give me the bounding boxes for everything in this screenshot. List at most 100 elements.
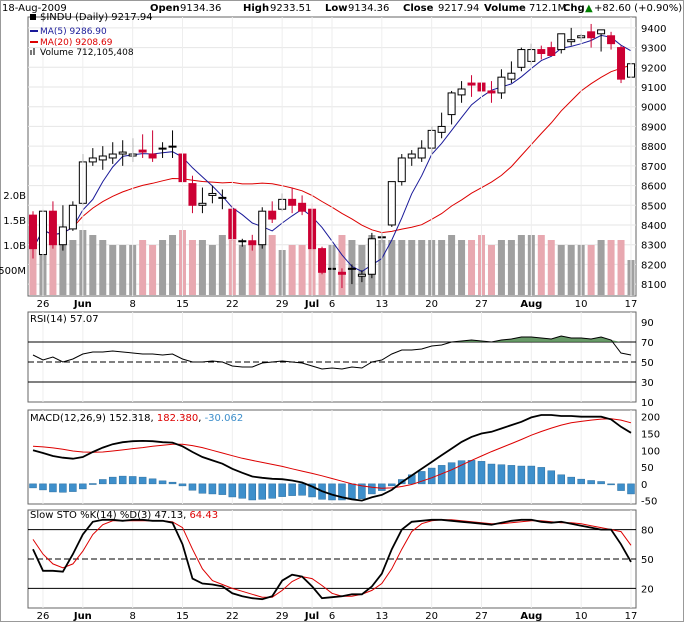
x-tick-label: 13 <box>375 299 388 310</box>
volume-bar <box>208 245 216 295</box>
chg-arrow-icon: ▲ <box>585 3 593 14</box>
x-tick-label: 15 <box>176 299 189 310</box>
x-tick-label-bottom: 15 <box>176 611 189 622</box>
macd-histogram-bar <box>258 483 266 500</box>
candle-body <box>347 267 356 270</box>
volume-bar <box>139 240 147 295</box>
volume-bar <box>49 240 57 295</box>
macd-histogram-bar <box>358 483 366 499</box>
macd-histogram-bar <box>378 483 386 491</box>
macd-histogram-bar <box>607 483 615 486</box>
macd-histogram-bar <box>457 460 466 485</box>
volume-label: Volume <box>484 3 526 14</box>
macd-histogram-bar <box>39 483 47 491</box>
x-tick-label: 20 <box>425 299 438 310</box>
candle-body <box>447 92 456 116</box>
legend-ma5: MA(5) 9286.90 <box>40 27 107 37</box>
macd-histogram-bar <box>338 483 346 501</box>
volume-y-tick: 1.0B <box>3 241 26 252</box>
volume-bar <box>338 235 346 295</box>
candle-body <box>108 153 117 159</box>
candle-body <box>208 192 217 196</box>
sto-y-tick: 20 <box>641 584 654 595</box>
volume-legend-icon <box>30 50 32 55</box>
x-tick-label: 22 <box>226 299 239 310</box>
volume-bar <box>198 240 206 295</box>
candle-body <box>397 157 406 183</box>
x-tick-label-bottom: 10 <box>575 611 588 622</box>
volume-bar <box>597 240 605 295</box>
macd-histogram-bar <box>627 483 635 495</box>
volume-bar <box>438 240 446 295</box>
volume-bar <box>607 240 615 295</box>
candle-body <box>168 145 177 148</box>
volume-bar <box>497 240 505 295</box>
candle-body <box>318 248 327 273</box>
macd-histogram-bar <box>49 483 57 493</box>
macd-y-tick: 100 <box>641 446 660 457</box>
volume-bar <box>547 240 555 295</box>
volume-bar <box>458 240 466 295</box>
macd-histogram-bar <box>477 461 486 485</box>
volume-bar <box>487 245 495 295</box>
sto-panel: 80 50 20 <box>28 518 654 601</box>
volume-bar <box>298 245 306 295</box>
volume-bar <box>268 235 276 295</box>
volume-bar <box>258 245 266 295</box>
candle-body <box>88 157 97 163</box>
volume-bar <box>537 235 545 295</box>
volume-bar <box>188 240 196 295</box>
close-value: 9217.94 <box>438 3 479 14</box>
macd-y-tick: 150 <box>641 430 660 441</box>
candle-body <box>29 214 37 250</box>
macd-histogram-bar <box>158 480 167 485</box>
candle-body <box>467 82 476 86</box>
macd-histogram-bar <box>198 483 207 494</box>
sto-y-tick: 80 <box>641 526 654 537</box>
sto-d-line <box>32 519 632 598</box>
candle-body <box>268 210 277 220</box>
volume-y-tick: 1.5B <box>3 216 26 227</box>
macd-histogram-bar <box>597 481 605 485</box>
x-tick-label-bottom: 29 <box>276 611 289 622</box>
x-tick-label-bottom: 27 <box>475 611 488 622</box>
volume-bar <box>89 235 97 295</box>
sto-k-line <box>32 518 632 601</box>
x-tick-label-bottom: 8 <box>129 611 135 622</box>
macd-histogram-bar <box>577 478 585 485</box>
x-tick-label-bottom: Jun <box>73 611 92 622</box>
x-tick-label-bottom: 20 <box>425 611 438 622</box>
macd-histogram-bar <box>118 475 127 485</box>
price-y-tick: 8400 <box>641 221 666 232</box>
volume-bar <box>99 240 107 295</box>
macd-histogram-bar <box>208 483 217 495</box>
volume-bar <box>567 245 575 295</box>
high-label: High <box>243 3 269 14</box>
price-y-tick: 9400 <box>641 24 666 35</box>
candle-body <box>48 210 57 246</box>
macd-histogram-bar <box>238 483 247 499</box>
volume-bar <box>617 240 625 295</box>
volume-bar <box>388 240 396 295</box>
x-tick-label-bottom: 17 <box>625 611 638 622</box>
legend-ma20: MA(20) 9208.69 <box>40 38 113 48</box>
rsi-y-tick: 10 <box>641 398 654 409</box>
macd-y-tick: 0 <box>641 480 647 491</box>
rsi-y-tick: 50 <box>641 358 654 369</box>
macd-histogram-bar <box>527 465 536 485</box>
x-tick-label-bottom: Aug <box>520 611 542 622</box>
macd-histogram-bar <box>298 483 306 496</box>
macd-histogram-bar <box>79 483 87 490</box>
macd-histogram-bar <box>308 483 316 498</box>
price-y-tick: 8700 <box>641 162 666 173</box>
candle-body <box>98 155 107 161</box>
candle-body <box>597 29 606 35</box>
macd-histogram-bar <box>547 470 556 485</box>
candle-body <box>437 125 446 133</box>
volume-bar <box>448 235 456 295</box>
macd-histogram-bar <box>168 481 177 485</box>
candle-body <box>138 149 147 153</box>
macd-histogram-bar <box>557 474 565 485</box>
price-legend: $INDU (Daily) 9217.94 MA(5) 9286.90 MA(2… <box>30 12 153 58</box>
